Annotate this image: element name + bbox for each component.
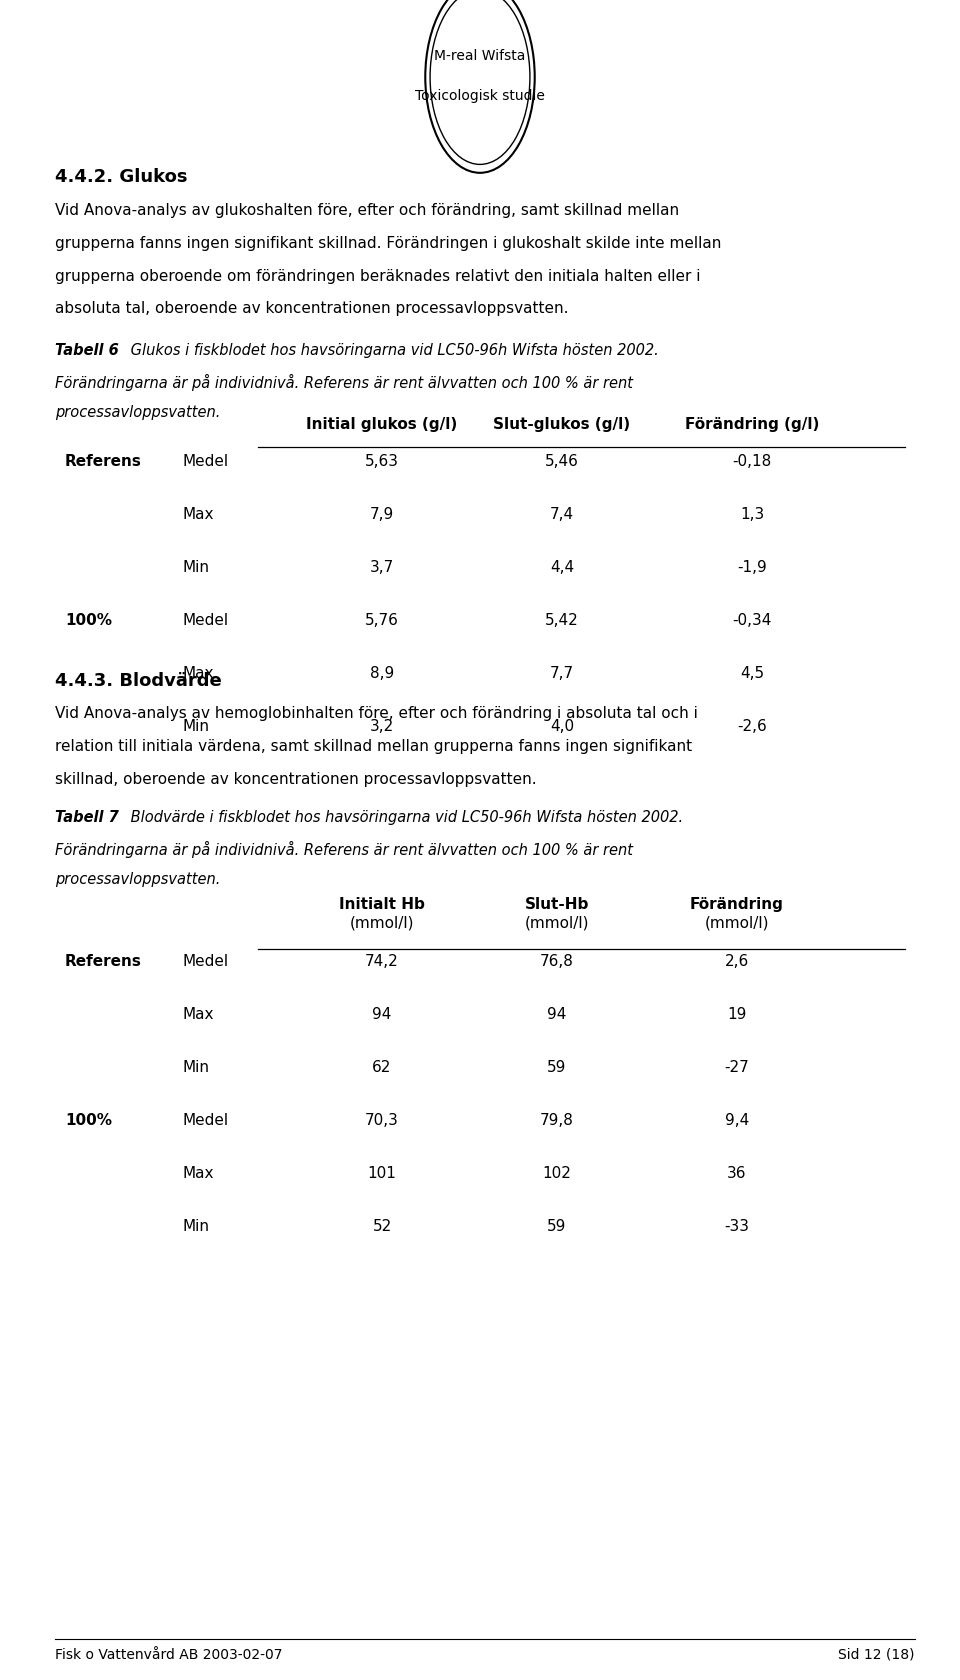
Text: Vid Anova-analys av hemoglobinhalten före, efter och förändring i absoluta tal o: Vid Anova-analys av hemoglobinhalten för… bbox=[55, 706, 698, 721]
Text: -27: -27 bbox=[725, 1060, 750, 1074]
Text: processavloppsvatten.: processavloppsvatten. bbox=[55, 405, 221, 420]
Text: Förändringarna är på individnivå. Referens är rent älvvatten och 100 % är rent: Förändringarna är på individnivå. Refere… bbox=[55, 840, 633, 857]
Text: (mmol/l): (mmol/l) bbox=[349, 914, 415, 929]
Text: 62: 62 bbox=[372, 1060, 392, 1074]
Text: Tabell 6: Tabell 6 bbox=[55, 343, 119, 358]
Text: Medel: Medel bbox=[183, 454, 229, 469]
Text: -2,6: -2,6 bbox=[737, 719, 767, 734]
Text: -0,34: -0,34 bbox=[732, 613, 772, 628]
Text: 19: 19 bbox=[728, 1006, 747, 1021]
Text: Glukos i fiskblodet hos havsöringarna vid LC50-96h Wifsta hösten 2002.: Glukos i fiskblodet hos havsöringarna vi… bbox=[126, 343, 659, 358]
Text: Min: Min bbox=[183, 719, 210, 734]
Text: 4.4.3. Blodvärde: 4.4.3. Blodvärde bbox=[55, 672, 222, 689]
Text: 4,0: 4,0 bbox=[550, 719, 574, 734]
Text: -1,9: -1,9 bbox=[737, 559, 767, 575]
Text: Initialt Hb: Initialt Hb bbox=[339, 897, 425, 912]
Text: Min: Min bbox=[183, 1218, 210, 1233]
Text: Min: Min bbox=[183, 1060, 210, 1074]
Text: Medel: Medel bbox=[183, 1112, 229, 1127]
Text: 70,3: 70,3 bbox=[365, 1112, 399, 1127]
Text: Förändring (g/l): Förändring (g/l) bbox=[684, 417, 819, 432]
Text: 102: 102 bbox=[542, 1166, 571, 1179]
Text: 100%: 100% bbox=[65, 1112, 112, 1127]
Text: Medel: Medel bbox=[183, 613, 229, 628]
Text: Max: Max bbox=[183, 507, 214, 522]
Text: 7,9: 7,9 bbox=[370, 507, 395, 522]
Text: -33: -33 bbox=[725, 1218, 750, 1233]
Text: Förändringarna är på individnivå. Referens är rent älvvatten och 100 % är rent: Förändringarna är på individnivå. Refere… bbox=[55, 375, 633, 391]
Text: 100%: 100% bbox=[65, 613, 112, 628]
Text: Referens: Referens bbox=[65, 954, 142, 968]
Text: 4,5: 4,5 bbox=[740, 665, 764, 680]
Text: 52: 52 bbox=[372, 1218, 392, 1233]
Text: 76,8: 76,8 bbox=[540, 954, 574, 968]
Text: 5,46: 5,46 bbox=[545, 454, 579, 469]
Text: Slut-Hb: Slut-Hb bbox=[525, 897, 589, 912]
Text: 101: 101 bbox=[368, 1166, 396, 1179]
Text: 7,7: 7,7 bbox=[550, 665, 574, 680]
Text: Min: Min bbox=[183, 559, 210, 575]
Text: 74,2: 74,2 bbox=[365, 954, 398, 968]
Text: M-real Wifsta: M-real Wifsta bbox=[434, 49, 526, 64]
Text: Medel: Medel bbox=[183, 954, 229, 968]
Text: Referens: Referens bbox=[65, 454, 142, 469]
Text: Slut-glukos (g/l): Slut-glukos (g/l) bbox=[493, 417, 631, 432]
Text: Toxicologisk studie: Toxicologisk studie bbox=[415, 89, 545, 104]
Text: Max: Max bbox=[183, 665, 214, 680]
Text: relation till initiala värdena, samt skillnad mellan grupperna fanns ingen signi: relation till initiala värdena, samt ski… bbox=[55, 738, 692, 753]
Text: 4,4: 4,4 bbox=[550, 559, 574, 575]
Text: Förändring: Förändring bbox=[690, 897, 784, 912]
Text: 3,7: 3,7 bbox=[370, 559, 395, 575]
Text: 3,2: 3,2 bbox=[370, 719, 395, 734]
Text: processavloppsvatten.: processavloppsvatten. bbox=[55, 872, 221, 887]
Text: 8,9: 8,9 bbox=[370, 665, 395, 680]
Text: -0,18: -0,18 bbox=[732, 454, 772, 469]
Text: 79,8: 79,8 bbox=[540, 1112, 574, 1127]
Text: 59: 59 bbox=[547, 1060, 566, 1074]
Text: absoluta tal, oberoende av koncentrationen processavloppsvatten.: absoluta tal, oberoende av koncentration… bbox=[55, 301, 568, 316]
Text: 94: 94 bbox=[372, 1006, 392, 1021]
Text: 36: 36 bbox=[728, 1166, 747, 1179]
Text: 59: 59 bbox=[547, 1218, 566, 1233]
Text: (mmol/l): (mmol/l) bbox=[525, 914, 589, 929]
Text: Max: Max bbox=[183, 1166, 214, 1179]
Text: skillnad, oberoende av koncentrationen processavloppsvatten.: skillnad, oberoende av koncentrationen p… bbox=[55, 771, 537, 786]
Text: (mmol/l): (mmol/l) bbox=[705, 914, 769, 929]
Text: 7,4: 7,4 bbox=[550, 507, 574, 522]
Text: 1,3: 1,3 bbox=[740, 507, 764, 522]
Text: 4.4.2. Glukos: 4.4.2. Glukos bbox=[55, 168, 187, 186]
Text: Sid 12 (18): Sid 12 (18) bbox=[838, 1646, 915, 1662]
Text: 5,63: 5,63 bbox=[365, 454, 399, 469]
Text: grupperna oberoende om förändringen beräknades relativt den initiala halten elle: grupperna oberoende om förändringen berä… bbox=[55, 269, 701, 284]
Text: grupperna fanns ingen signifikant skillnad. Förändringen i glukoshalt skilde int: grupperna fanns ingen signifikant skilln… bbox=[55, 235, 721, 250]
Text: 2,6: 2,6 bbox=[725, 954, 749, 968]
Text: 5,76: 5,76 bbox=[365, 613, 399, 628]
Text: Max: Max bbox=[183, 1006, 214, 1021]
Text: 5,42: 5,42 bbox=[545, 613, 579, 628]
Text: Blodvärde i fiskblodet hos havsöringarna vid LC50-96h Wifsta hösten 2002.: Blodvärde i fiskblodet hos havsöringarna… bbox=[126, 810, 684, 825]
Text: Initial glukos (g/l): Initial glukos (g/l) bbox=[306, 417, 458, 432]
Text: Tabell 7: Tabell 7 bbox=[55, 810, 119, 825]
Text: Vid Anova-analys av glukoshalten före, efter och förändring, samt skillnad mella: Vid Anova-analys av glukoshalten före, e… bbox=[55, 203, 679, 218]
Text: Fisk o Vattenvård AB 2003-02-07: Fisk o Vattenvård AB 2003-02-07 bbox=[55, 1646, 282, 1662]
Text: 94: 94 bbox=[547, 1006, 566, 1021]
Text: 9,4: 9,4 bbox=[725, 1112, 749, 1127]
